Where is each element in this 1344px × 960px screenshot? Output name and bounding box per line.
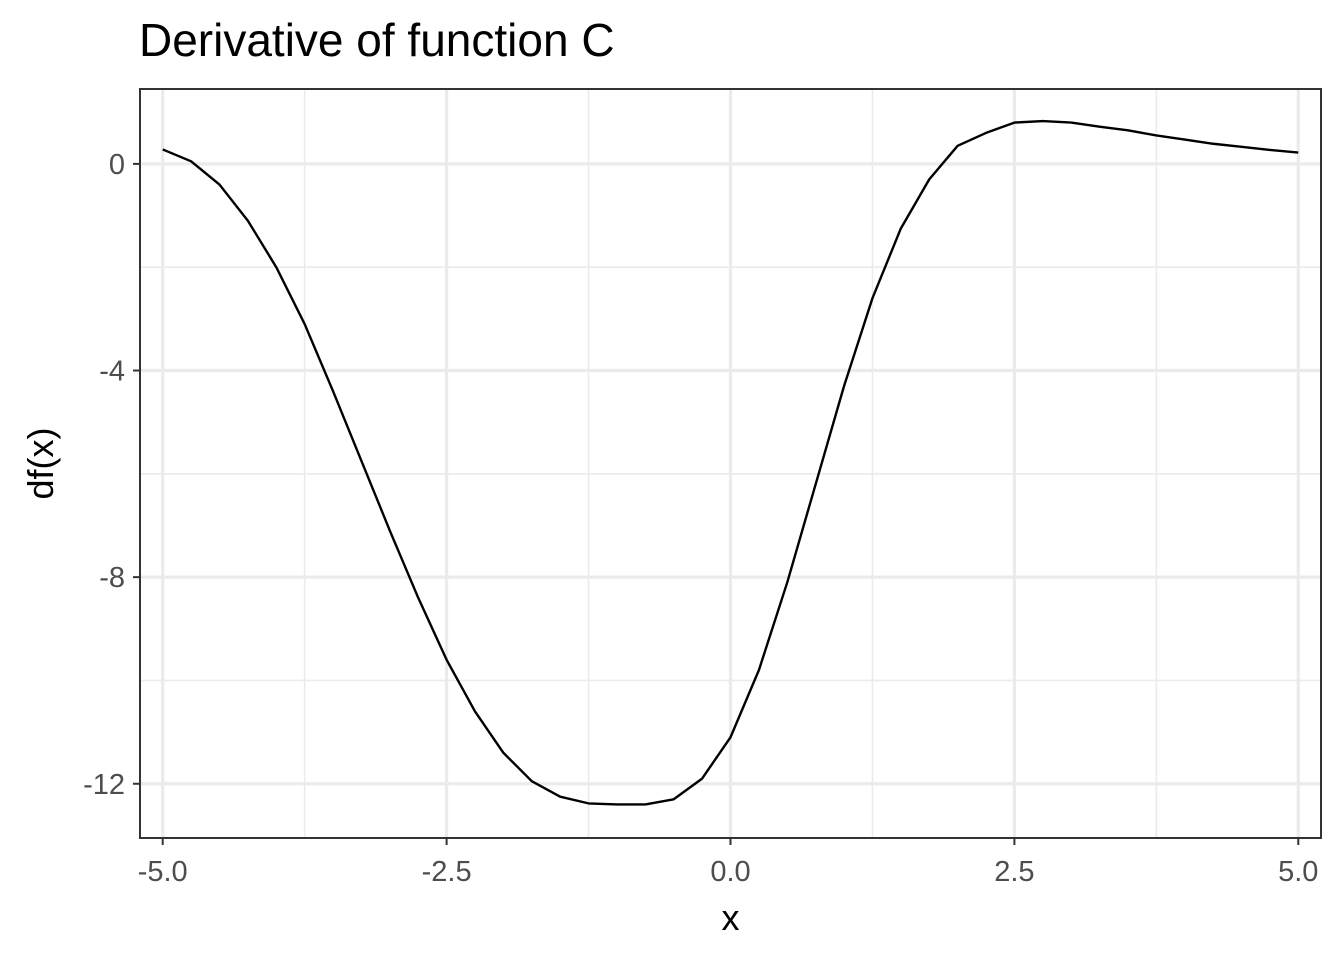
x-tick-label: 2.5 bbox=[994, 856, 1034, 888]
y-tick-label: -8 bbox=[99, 562, 125, 594]
series-layer bbox=[162, 119, 1299, 806]
x-axis-title: x bbox=[722, 897, 740, 938]
chart-title: Derivative of function C bbox=[139, 14, 615, 66]
x-tick-label: 5.0 bbox=[1278, 856, 1318, 888]
y-tick-label: -4 bbox=[99, 356, 125, 388]
y-tick-label: -12 bbox=[83, 769, 125, 801]
x-tick-label: 0.0 bbox=[710, 856, 750, 888]
y-axis-title: df(x) bbox=[20, 428, 61, 500]
x-axis: -5.0 -2.5 0.0 2.5 5.0 bbox=[138, 838, 1318, 888]
x-tick-label: -2.5 bbox=[422, 856, 472, 888]
grid bbox=[140, 89, 1321, 838]
y-axis: -12 -8 -4 0 bbox=[83, 149, 140, 801]
series-line bbox=[162, 119, 1299, 806]
x-tick-label: -5.0 bbox=[138, 856, 188, 888]
y-tick-label: 0 bbox=[109, 149, 125, 181]
